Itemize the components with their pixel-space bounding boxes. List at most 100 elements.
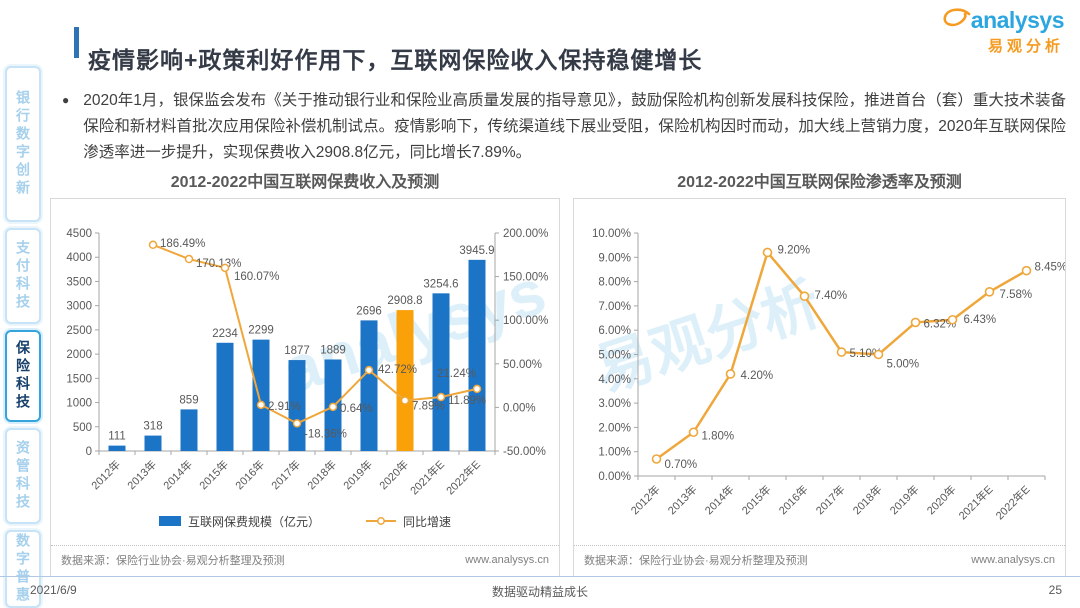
svg-text:0.70%: 0.70%: [665, 459, 698, 471]
bullet-icon: ●: [62, 93, 70, 107]
x-axis-labels: 2012年 2013年 2014年 2015年 2016年 2017年 2018年 2019年…: [88, 457, 483, 497]
svg-text:1877: 1877: [284, 345, 310, 357]
svg-text:2018年: 2018年: [850, 482, 885, 517]
logo-brand-cn: 易观分析: [987, 38, 1064, 55]
sidebar-item-bank-digital[interactable]: 银行数字创新: [5, 66, 41, 222]
svg-text:2021年E: 2021年E: [407, 457, 447, 497]
website-link[interactable]: www.analysys.cn: [971, 554, 1055, 566]
svg-text:111: 111: [108, 431, 125, 443]
growth-line: 186.49% 170.13%160.07% 2.91% -18.36% 0.64% 42…: [148, 238, 486, 440]
legend-label: 同比增速: [403, 514, 452, 529]
svg-text:2000: 2000: [66, 349, 92, 361]
summary-text: 2020年1月，银保监会发布《关于推动银行业和保险业高质量发展的指导意见》，鼓励…: [83, 92, 1066, 161]
svg-text:2022年E: 2022年E: [992, 482, 1032, 522]
svg-text:150.00%: 150.00%: [503, 272, 548, 284]
svg-text:100.00%: 100.00%: [503, 315, 548, 327]
svg-text:4.20%: 4.20%: [741, 370, 774, 382]
svg-text:2022年E: 2022年E: [443, 457, 483, 497]
svg-text:6.43%: 6.43%: [964, 314, 997, 326]
premium-income-section: 2012-2022中国互联网保费收入及预测 analysys 0 500 1000 1…: [50, 168, 560, 577]
svg-text:2013年: 2013年: [124, 457, 159, 492]
svg-text:3945.9: 3945.9: [459, 245, 494, 257]
svg-text:10.00%: 10.00%: [592, 228, 631, 240]
bar-swatch-icon: [158, 516, 181, 526]
svg-text:859: 859: [179, 394, 198, 406]
title-accent-bar: [74, 27, 79, 58]
svg-text:3000: 3000: [66, 301, 92, 313]
svg-text:2019年: 2019年: [340, 457, 375, 492]
legend-premium-scale: 互联网保费规模（亿元）: [158, 513, 320, 530]
svg-text:2020年: 2020年: [376, 457, 411, 492]
bars: 111 318 859 2234 2299 1877 1889 2696 2908.83254.…: [108, 245, 495, 451]
svg-text:9.20%: 9.20%: [778, 244, 811, 256]
svg-text:2019年: 2019年: [887, 482, 922, 517]
axes: 0 500 1000 1500 2000 2500 3000 3500 4000 4500 200.…: [66, 228, 548, 458]
svg-text:4500: 4500: [66, 228, 92, 240]
svg-text:50.00%: 50.00%: [503, 359, 542, 371]
source-row: 数据来源：保险行业协会·易观分析整理及预测 www.analysys.cn: [51, 545, 559, 576]
svg-text:2.00%: 2.00%: [598, 422, 631, 434]
penetration-card: 易观分析 0.00% 1.00% 2.00% 3.00% 4.00% 5.00% 6.00%…: [573, 198, 1066, 577]
svg-text:2012年: 2012年: [628, 482, 663, 517]
svg-text:170.13%: 170.13%: [196, 258, 241, 270]
svg-text:2014年: 2014年: [702, 482, 737, 517]
svg-text:2016年: 2016年: [232, 457, 267, 492]
data-source: 数据来源：保险行业协会·易观分析整理及预测: [61, 555, 285, 567]
sidebar-item-asset-mgmt-tech[interactable]: 资管科技: [5, 428, 41, 524]
svg-text:2015年: 2015年: [739, 482, 774, 517]
svg-text:2500: 2500: [66, 325, 92, 337]
svg-text:5.00%: 5.00%: [598, 350, 631, 362]
svg-text:-18.36%: -18.36%: [304, 428, 347, 440]
svg-text:7.89%: 7.89%: [412, 401, 445, 413]
svg-text:8.45%: 8.45%: [1035, 262, 1066, 274]
sidebar-item-digital-inclusion[interactable]: 数字普惠: [5, 530, 41, 608]
svg-text:2017年: 2017年: [268, 457, 303, 492]
penetration-chart-title: 2012-2022中国互联网保险渗透率及预测: [677, 174, 962, 191]
svg-text:6.32%: 6.32%: [924, 318, 957, 330]
svg-text:2.91%: 2.91%: [268, 401, 301, 413]
sidebar-item-insurance-tech[interactable]: 保险科技: [5, 330, 41, 422]
line-marker-icon: [366, 517, 396, 525]
footer-slogan: 数据驱动精益成长: [491, 585, 588, 599]
logo-brand-text: analysys: [970, 7, 1065, 33]
penetration-section: 2012-2022中国互联网保险渗透率及预测 易观分析 0.00% 1.00% 2.…: [573, 168, 1066, 577]
website-link[interactable]: www.analysys.cn: [465, 554, 549, 566]
page-title: 疫情影响+政策利好作用下，互联网保险收入保持稳健增长: [88, 47, 703, 74]
svg-text:3500: 3500: [66, 276, 92, 288]
svg-text:2908.8: 2908.8: [387, 295, 422, 307]
svg-text:2018年: 2018年: [304, 457, 339, 492]
svg-text:500: 500: [73, 422, 92, 434]
page-number: 25: [1048, 583, 1062, 597]
svg-text:160.07%: 160.07%: [234, 271, 279, 283]
svg-text:2013年: 2013年: [665, 482, 700, 517]
svg-text:2016年: 2016年: [776, 482, 811, 517]
penetration-chart: 0.00% 1.00% 2.00% 3.00% 4.00% 5.00% 6.00% 7.00%…: [592, 228, 1066, 522]
svg-text:0.64%: 0.64%: [340, 403, 373, 415]
svg-text:0.00%: 0.00%: [503, 402, 536, 414]
logo-swoosh-icon: [943, 8, 971, 27]
premium-income-chart-title: 2012-2022中国互联网保费收入及预测: [170, 174, 440, 191]
svg-text:2020年: 2020年: [924, 482, 959, 517]
svg-text:4000: 4000: [66, 252, 92, 264]
svg-text:11.89%: 11.89%: [448, 395, 486, 407]
svg-text:0.00%: 0.00%: [598, 471, 631, 483]
svg-text:2299: 2299: [248, 325, 274, 337]
penetration-line: 0.70% 1.80% 4.20% 9.20% 7.40% 5.10% 5.00% 6.32%…: [651, 244, 1066, 471]
axes: 0.00% 1.00% 2.00% 3.00% 4.00% 5.00% 6.00% 7.00%…: [592, 228, 1046, 483]
svg-text:6.00%: 6.00%: [598, 325, 631, 337]
svg-text:2021年E: 2021年E: [955, 482, 995, 522]
svg-text:200.00%: 200.00%: [503, 228, 548, 240]
svg-text:8.00%: 8.00%: [598, 277, 631, 289]
svg-text:9.00%: 9.00%: [598, 252, 631, 264]
svg-text:1.80%: 1.80%: [702, 430, 735, 442]
svg-text:2014年: 2014年: [160, 457, 195, 492]
x-axis-labels: 2012年 2013年 2014年 2015年 2016年 2017年 2018年 2019年…: [628, 482, 1033, 522]
svg-text:5.10%: 5.10%: [850, 348, 883, 360]
sidebar-item-payment-tech[interactable]: 支付科技: [5, 228, 41, 324]
svg-text:7.00%: 7.00%: [598, 301, 631, 313]
footer-divider: [0, 576, 1080, 577]
svg-text:21.24%: 21.24%: [437, 368, 476, 380]
svg-text:318: 318: [143, 421, 162, 433]
svg-text:2017年: 2017年: [813, 482, 848, 517]
svg-text:1.00%: 1.00%: [598, 447, 631, 459]
